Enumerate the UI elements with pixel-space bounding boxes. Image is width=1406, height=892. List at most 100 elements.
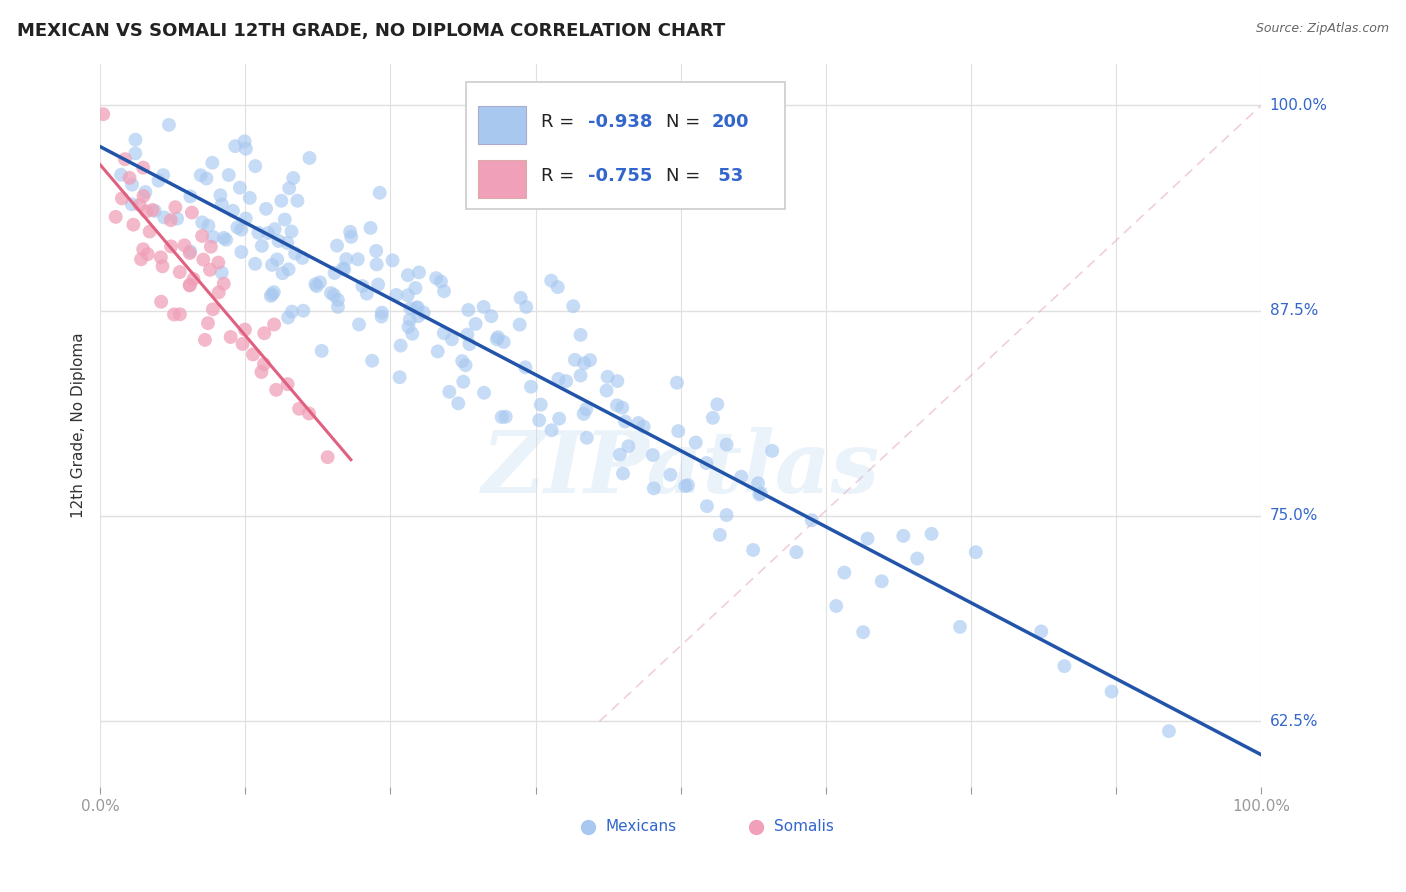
Point: [596, 369, 619, 384]
Point: [280, 224, 302, 238]
Point: [606, 374, 628, 388]
Point: [834, 566, 856, 580]
Point: [197, 219, 219, 233]
Point: [479, 309, 502, 323]
Point: [245, 159, 267, 173]
Text: N =: N =: [665, 113, 706, 131]
Point: [527, 413, 550, 427]
Point: [575, 431, 598, 445]
Point: [716, 437, 738, 451]
Point: [659, 467, 682, 482]
Point: [696, 499, 718, 513]
Point: [323, 266, 346, 280]
FancyBboxPatch shape: [465, 82, 786, 209]
Point: [856, 532, 879, 546]
Point: [440, 332, 463, 346]
Text: -0.938: -0.938: [588, 113, 652, 131]
Point: [332, 261, 354, 276]
Point: [287, 194, 309, 208]
Point: [891, 529, 914, 543]
Point: [389, 338, 412, 352]
Point: [143, 203, 166, 218]
Point: [749, 486, 772, 500]
Point: [179, 189, 201, 203]
Point: [104, 210, 127, 224]
Point: [247, 226, 270, 240]
Point: [370, 310, 392, 324]
Point: [209, 188, 232, 202]
Point: [118, 170, 141, 185]
Point: [491, 410, 513, 425]
Point: [263, 222, 285, 236]
Text: 75.0%: 75.0%: [1270, 508, 1317, 524]
Point: [200, 240, 222, 254]
Point: [277, 377, 299, 392]
Point: [231, 222, 253, 236]
Point: [91, 107, 114, 121]
Point: [316, 450, 339, 465]
Point: [274, 212, 297, 227]
Point: [785, 545, 807, 559]
Point: [747, 476, 769, 491]
Point: [509, 318, 531, 332]
Point: [111, 191, 134, 205]
Point: [433, 326, 456, 340]
Point: [361, 353, 384, 368]
Text: ZIPatlas: ZIPatlas: [482, 427, 880, 511]
Point: [179, 246, 201, 260]
Point: [270, 194, 292, 208]
Point: [326, 293, 349, 307]
Point: [617, 439, 640, 453]
Text: 62.5%: 62.5%: [1270, 714, 1319, 729]
Point: [309, 275, 332, 289]
Point: [260, 289, 283, 303]
Point: [180, 205, 202, 219]
Point: [706, 397, 728, 411]
Point: [339, 225, 361, 239]
Point: [121, 178, 143, 192]
Point: [852, 625, 875, 640]
Point: [381, 253, 404, 268]
Point: [1053, 659, 1076, 673]
Point: [195, 171, 218, 186]
Point: [949, 620, 972, 634]
Point: [492, 334, 515, 349]
Point: [197, 316, 219, 330]
Point: [716, 508, 738, 522]
Point: [1101, 684, 1123, 698]
Point: [235, 211, 257, 226]
Point: [150, 294, 173, 309]
Point: [194, 333, 217, 347]
Point: [575, 402, 598, 417]
Point: [385, 288, 408, 302]
Point: [555, 374, 578, 388]
Point: [243, 257, 266, 271]
Point: [218, 168, 240, 182]
Point: [179, 244, 201, 259]
Point: [569, 368, 592, 383]
Point: [212, 277, 235, 291]
Point: [124, 146, 146, 161]
Point: [298, 151, 321, 165]
Point: [430, 275, 453, 289]
Point: [730, 469, 752, 483]
Point: [276, 235, 298, 250]
Point: [633, 419, 655, 434]
Point: [121, 197, 143, 211]
Point: [159, 213, 181, 227]
Point: [396, 268, 419, 283]
Point: [136, 247, 159, 261]
Point: [335, 252, 357, 267]
Point: [472, 300, 495, 314]
Point: [520, 380, 543, 394]
Point: [761, 443, 783, 458]
Point: [742, 543, 765, 558]
Point: [464, 317, 486, 331]
Text: R =: R =: [541, 167, 581, 186]
Point: [870, 574, 893, 589]
Point: [457, 303, 479, 318]
Point: [277, 310, 299, 325]
Point: [148, 174, 170, 188]
Point: [183, 272, 205, 286]
Point: [509, 291, 531, 305]
